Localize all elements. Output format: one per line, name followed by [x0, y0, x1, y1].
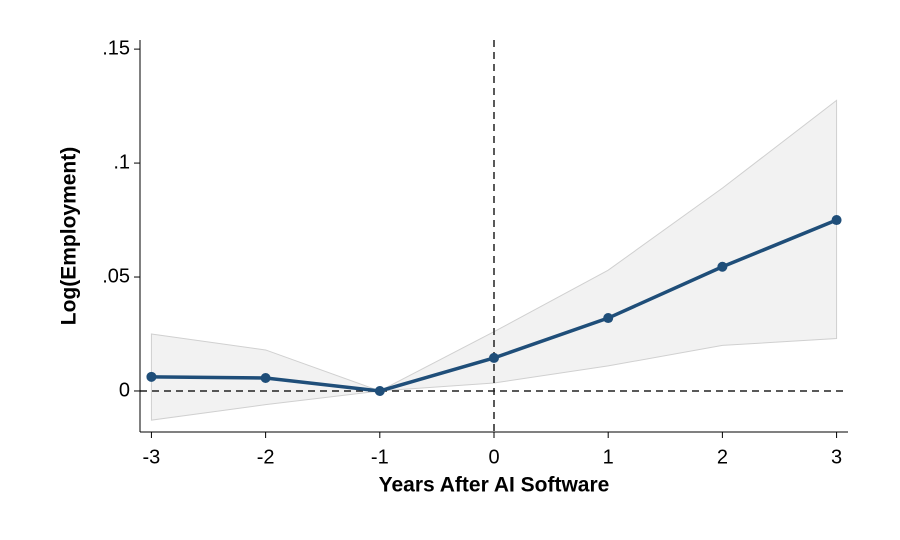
x-tick-label: 0 [488, 446, 499, 468]
x-tick-label: -3 [143, 446, 161, 468]
y-axis-title: Log(Employment) [58, 147, 81, 326]
x-tick-label: 2 [717, 446, 728, 468]
estimate-point [603, 313, 614, 324]
estimate-point [146, 371, 157, 382]
y-tick-label: 0 [119, 379, 130, 401]
x-axis-title: Years After AI Software [379, 474, 610, 497]
x-tick-label: -1 [371, 446, 389, 468]
x-tick-label: 1 [603, 446, 614, 468]
estimate-point [260, 372, 271, 383]
estimate-point [489, 352, 499, 363]
estimate-point [717, 261, 728, 272]
y-tick-label: .05 [102, 265, 130, 287]
x-tick-label: 3 [831, 446, 842, 468]
confidence-band [150, 99, 838, 421]
x-tick-label: -2 [257, 446, 275, 468]
estimate-point [374, 385, 385, 396]
estimate-point [831, 215, 842, 226]
y-tick-label: .1 [113, 151, 130, 173]
y-tick-label: .15 [102, 37, 130, 59]
